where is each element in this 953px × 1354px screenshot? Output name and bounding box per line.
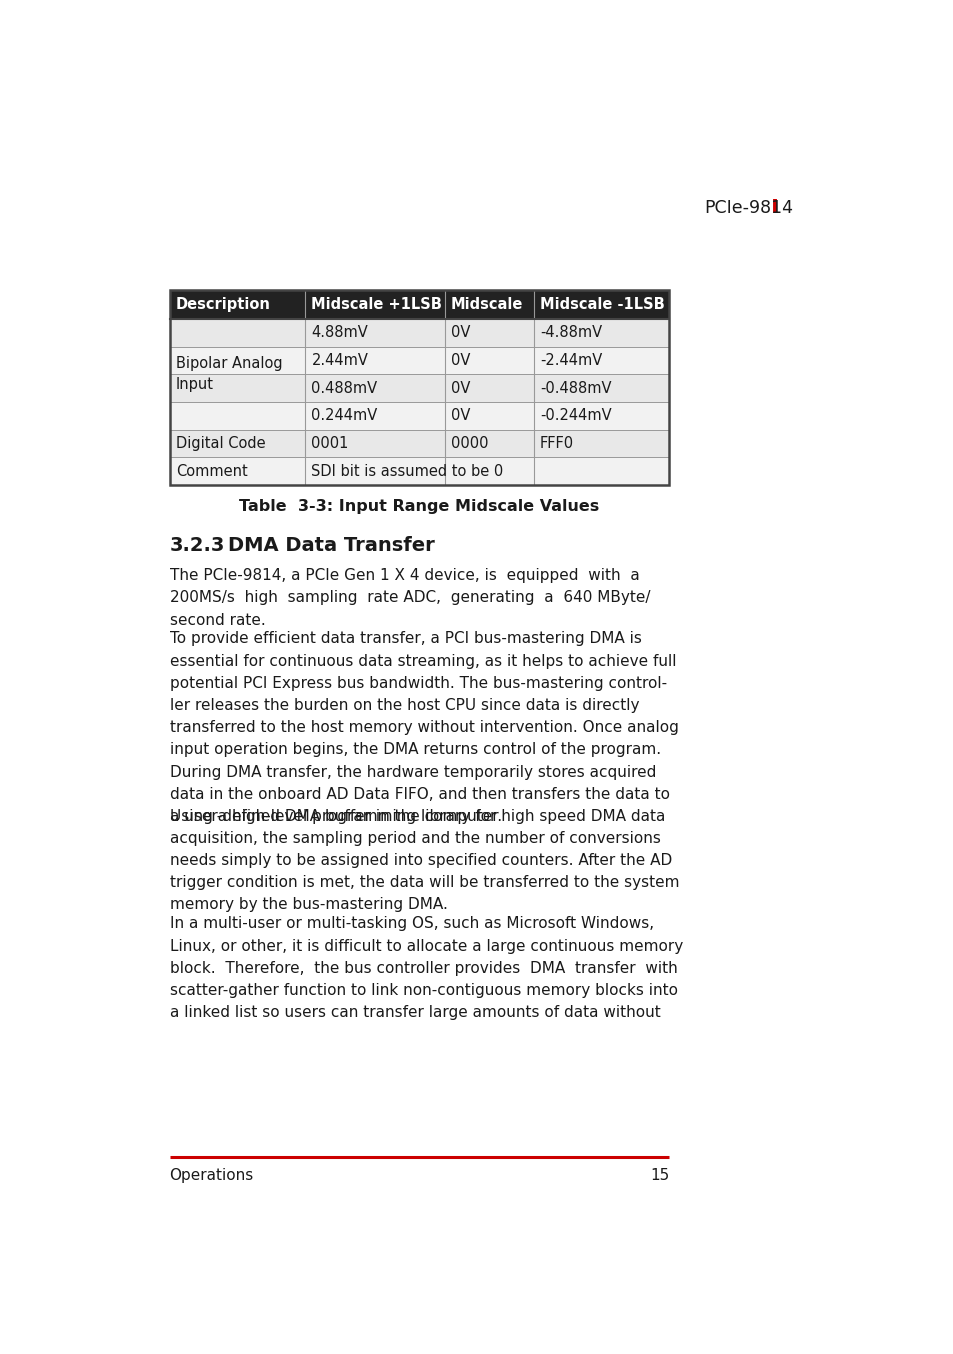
Text: Operations: Operations [170, 1169, 253, 1183]
Bar [170, 458, 669, 485]
Text: 15: 15 [650, 1169, 669, 1183]
Text: -4.88mV: -4.88mV [539, 325, 601, 340]
Bar [170, 402, 669, 429]
Text: 0V: 0V [451, 409, 470, 424]
Text: -0.488mV: -0.488mV [539, 380, 611, 395]
Text: Table  3-3: Input Range Midscale Values: Table 3-3: Input Range Midscale Values [239, 500, 599, 515]
Text: -0.244mV: -0.244mV [539, 409, 611, 424]
Text: PCIe-9814: PCIe-9814 [703, 199, 793, 218]
Text: 4.88mV: 4.88mV [311, 325, 368, 340]
Text: 0V: 0V [451, 325, 470, 340]
Text: DMA Data Transfer: DMA Data Transfer [228, 536, 434, 555]
Text: 3.2.3: 3.2.3 [170, 536, 225, 555]
Text: Midscale +1LSB: Midscale +1LSB [311, 297, 442, 311]
Text: In a multi-user or multi-tasking OS, such as Microsoft Windows,
Linux, or other,: In a multi-user or multi-tasking OS, suc… [170, 917, 682, 1020]
Bar [170, 290, 669, 318]
Text: To provide efficient data transfer, a PCI bus-mastering DMA is
essential for con: To provide efficient data transfer, a PC… [170, 631, 678, 825]
Text: 0000: 0000 [451, 436, 488, 451]
Text: Midscale: Midscale [451, 297, 523, 311]
Bar [170, 429, 669, 458]
Text: Description: Description [175, 297, 271, 311]
Text: 2.44mV: 2.44mV [311, 353, 368, 368]
Text: 0001: 0001 [311, 436, 349, 451]
Text: Digital Code: Digital Code [175, 436, 265, 451]
Text: SDI bit is assumed to be 0: SDI bit is assumed to be 0 [311, 464, 503, 479]
Bar [170, 318, 669, 347]
Bar [170, 374, 669, 402]
Text: 0.488mV: 0.488mV [311, 380, 377, 395]
Text: Using a high-level programming library for high speed DMA data
acquisition, the : Using a high-level programming library f… [170, 808, 679, 913]
Bar [170, 347, 669, 374]
Text: Bipolar Analog
Input: Bipolar Analog Input [175, 356, 282, 393]
Text: 0V: 0V [451, 353, 470, 368]
Text: 0.244mV: 0.244mV [311, 409, 377, 424]
Bar [170, 290, 669, 485]
Text: Comment: Comment [175, 464, 248, 479]
Text: -2.44mV: -2.44mV [539, 353, 601, 368]
Text: 0V: 0V [451, 380, 470, 395]
Text: FFF0: FFF0 [539, 436, 574, 451]
Text: Midscale -1LSB: Midscale -1LSB [539, 297, 664, 311]
Text: The PCIe-9814, a PCIe Gen 1 X 4 device, is  equipped  with  a
200MS/s  high  sam: The PCIe-9814, a PCIe Gen 1 X 4 device, … [170, 569, 649, 628]
